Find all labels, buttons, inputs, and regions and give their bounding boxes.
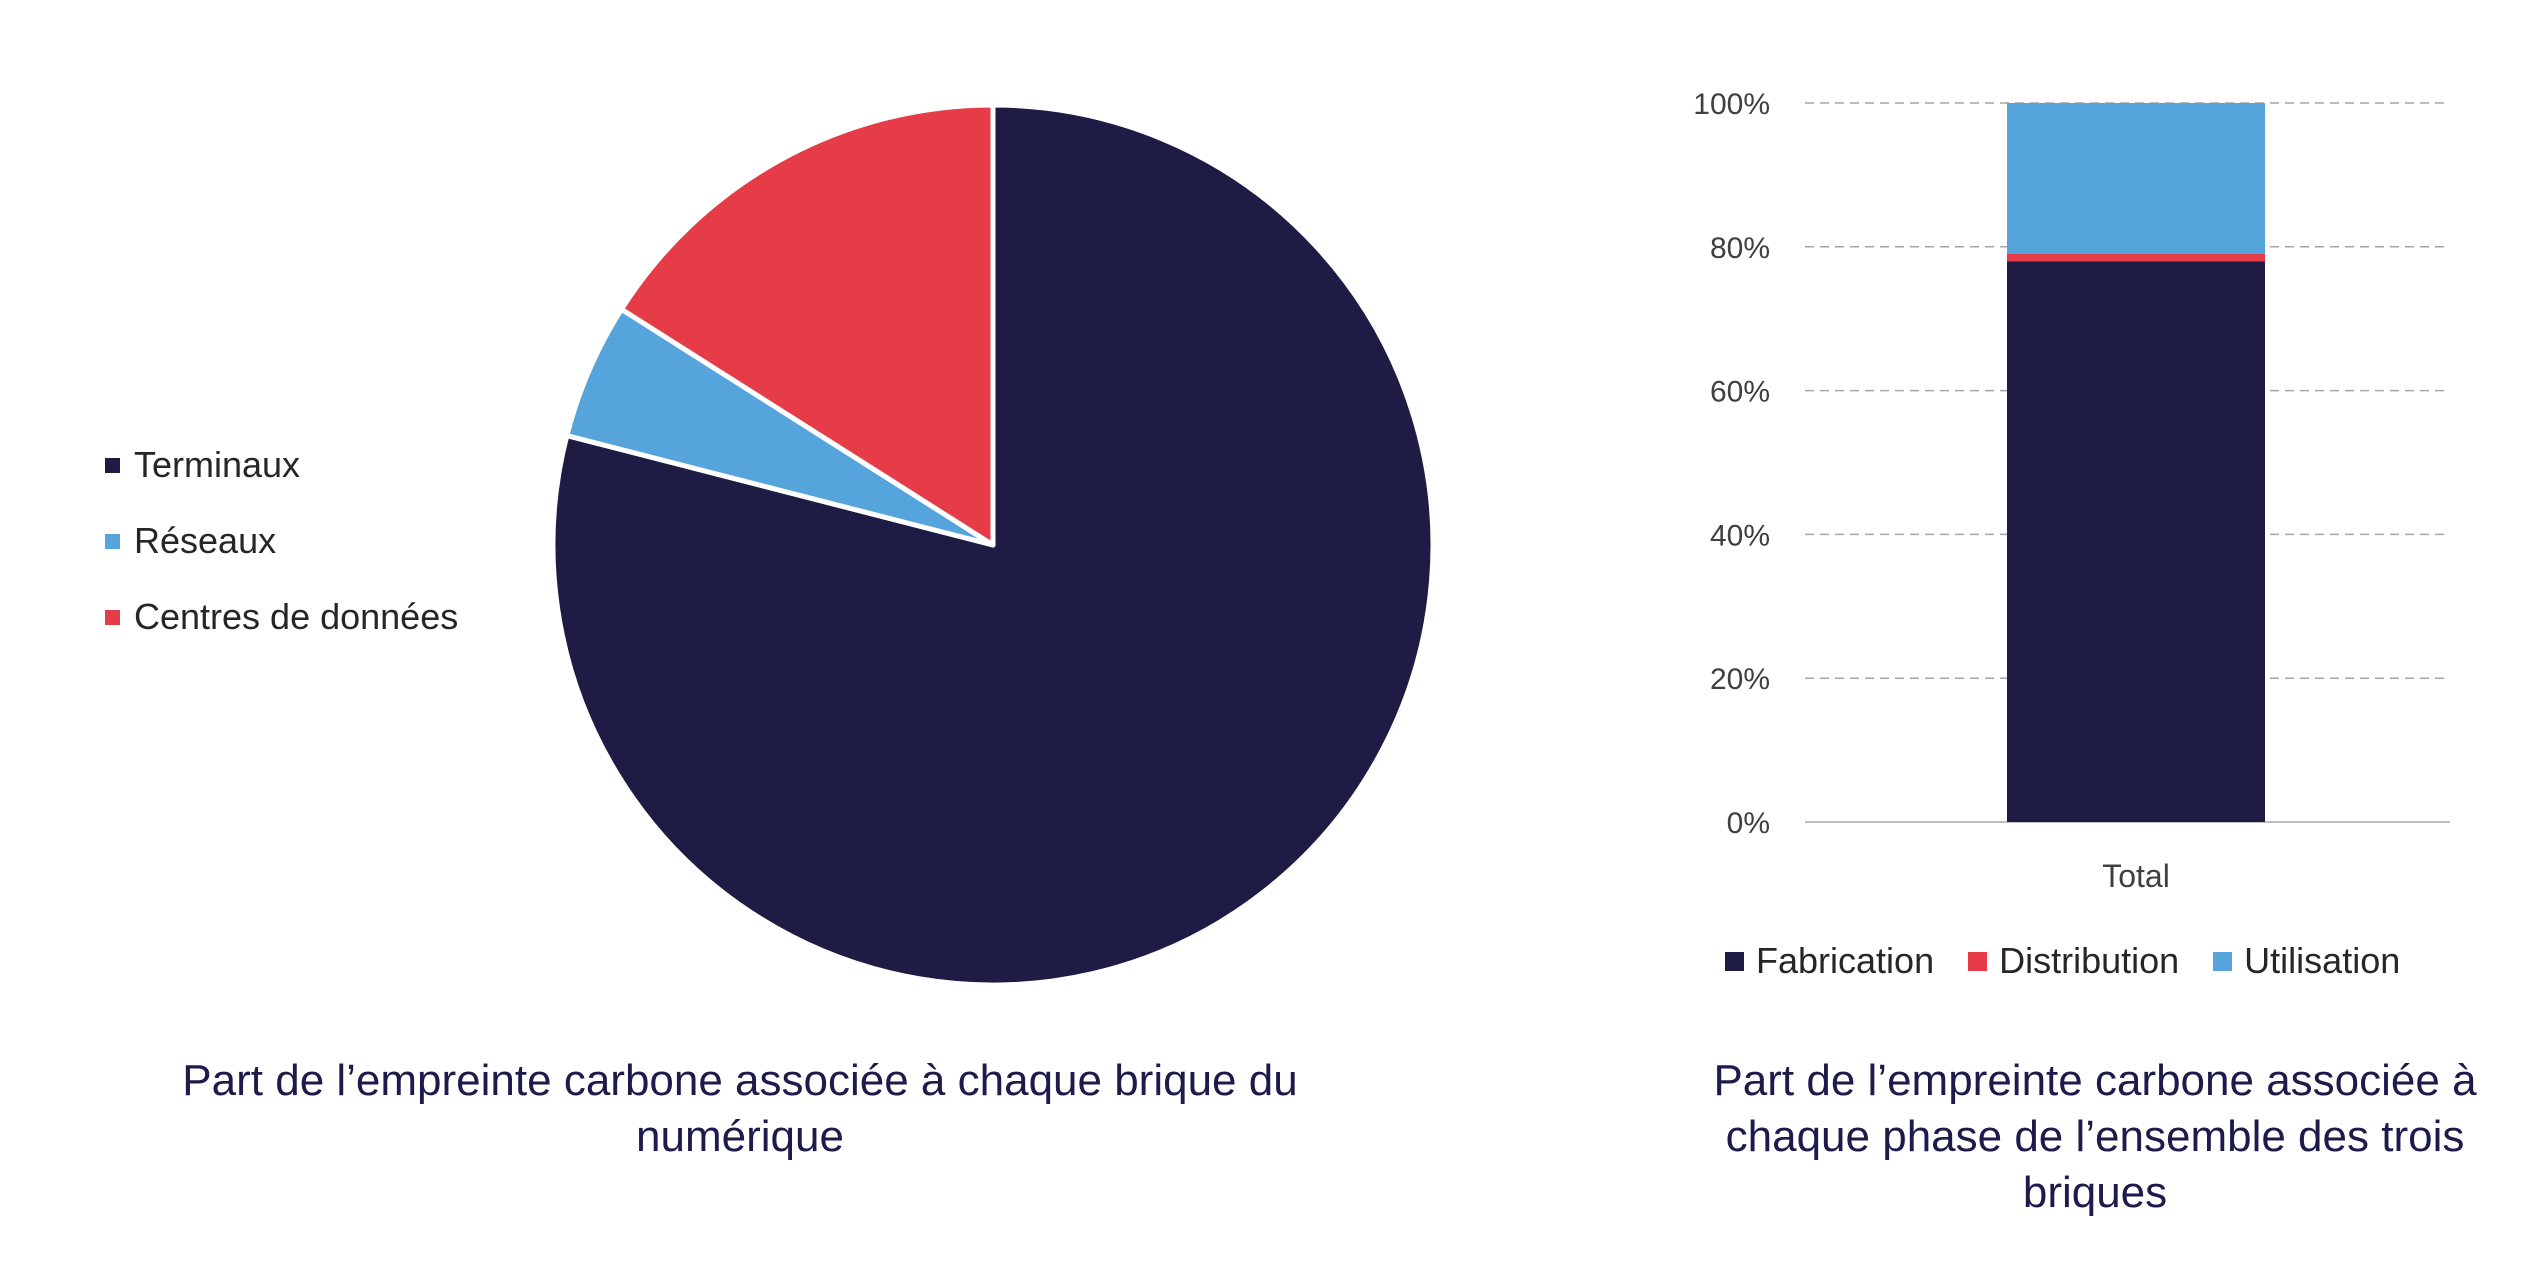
legend-swatch-centres [105, 609, 120, 625]
legend-swatch-distribution [1968, 951, 1988, 971]
legend-item-fabrication: Fabrication [1725, 938, 1934, 984]
legend-item-terminaux: Terminaux [105, 444, 458, 485]
legend-label-reseaux: Réseaux [134, 520, 277, 561]
y-tick-label-0: 0% [1727, 807, 1770, 840]
legend-label-distribution: Distribution [1999, 940, 2180, 981]
bar-segments [2007, 103, 2265, 822]
bar-segment-distribution [2007, 253, 2265, 262]
legend-item-utilisation: Utilisation [2213, 938, 2400, 984]
legend-swatch-utilisation [2213, 951, 2233, 971]
pie-slices [550, 102, 1436, 988]
legend-item-distribution: Distribution [1968, 938, 2179, 984]
y-tick-label-100: 100% [1693, 88, 1770, 121]
bar-chart-title: Part de l’empreinte carbone associée à c… [1713, 1056, 2477, 1217]
y-tick-label-40: 40% [1710, 519, 1770, 552]
legend-swatch-fabrication [1725, 951, 1744, 971]
pie-legend: Terminaux Réseaux Centres de données [105, 444, 459, 673]
bar-y-tick-labels: 0% 20% 40% 60% 80% 100% [1693, 88, 1770, 840]
bar-legend: Fabrication Distribution Utilisation [1725, 938, 2400, 984]
pie-chart-title: Part de l’empreinte carbone associée à c… [182, 1056, 1298, 1161]
y-tick-label-20: 20% [1710, 663, 1770, 696]
legend-label-fabrication: Fabrication [1756, 940, 1935, 981]
legend-swatch-terminaux [105, 457, 120, 473]
bar-segment-fabrication [2007, 261, 2265, 822]
legend-label-centres: Centres de données [134, 596, 459, 637]
bar-x-tick-labels: Total [2102, 858, 2170, 894]
pie-chart [550, 102, 1436, 988]
x-tick-label-total: Total [2102, 858, 2170, 894]
y-tick-label-80: 80% [1710, 232, 1770, 265]
legend-label-terminaux: Terminaux [134, 444, 301, 485]
y-tick-label-60: 60% [1710, 376, 1770, 409]
bar-segment-utilisation [2007, 103, 2265, 254]
legend-item-centres: Centres de données [105, 596, 459, 637]
stacked-bar-chart: 0% 20% 40% 60% 80% 100% Total [1693, 88, 2450, 894]
legend-swatch-reseaux [105, 533, 120, 549]
legend-item-reseaux: Réseaux [105, 520, 458, 561]
legend-label-utilisation: Utilisation [2244, 940, 2401, 981]
pie-slice-centres-de-donnees [618, 102, 996, 548]
